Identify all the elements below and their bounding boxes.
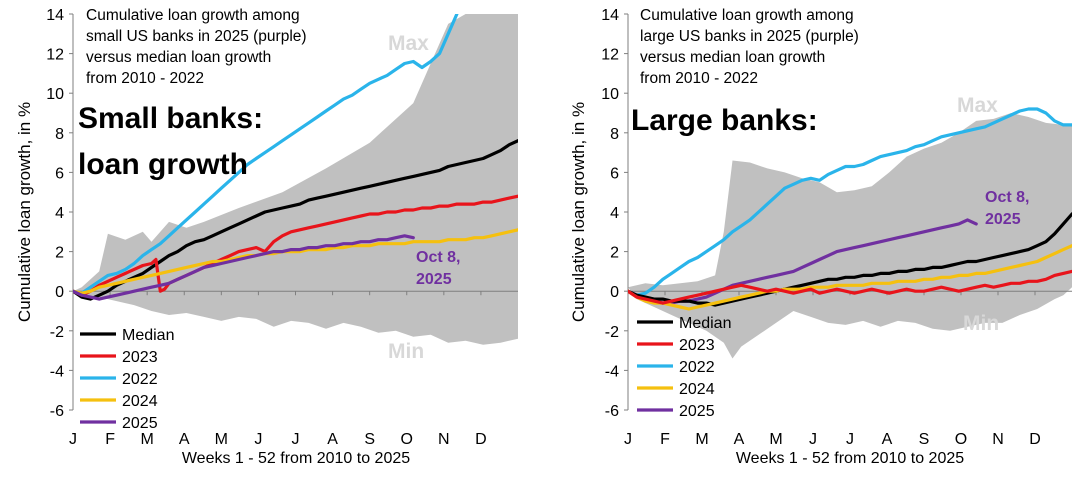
band-max-label: Max	[957, 94, 998, 117]
chart-title-line: from 2010 - 2022	[86, 70, 204, 87]
y-tick-label: 6	[610, 165, 619, 182]
series-line-2025	[73, 234, 415, 301]
x-month-label: M	[215, 431, 228, 448]
x-month-label: J	[624, 431, 632, 448]
y-tick-label: -2	[50, 324, 64, 341]
legend-label: 2025	[122, 415, 158, 432]
series-line-2024	[73, 228, 518, 295]
x-month-label: J	[254, 431, 262, 448]
x-month-label: J	[292, 431, 300, 448]
x-month-label: N	[992, 431, 1004, 448]
y-tick-label: 0	[610, 284, 619, 301]
oct8-annotation: 2025	[985, 211, 1021, 228]
x-month-label: O	[955, 431, 967, 448]
legend-label: 2025	[679, 403, 715, 420]
y-axis-label: Cumulative loan growth, in %	[15, 102, 34, 322]
x-month-label: D	[1029, 431, 1041, 448]
chart-title-line: Cumulative loan growth among	[640, 7, 854, 24]
chart-title-line: large US banks in 2025 (purple)	[640, 28, 859, 45]
x-month-label: F	[660, 431, 670, 448]
x-month-label: J	[809, 431, 817, 448]
y-tick-label: 4	[55, 205, 64, 222]
y-axis-label: Cumulative loan growth, in %	[569, 102, 588, 322]
x-month-label: A	[734, 431, 745, 448]
series-line-2022	[73, 14, 459, 295]
band-min-label: Min	[388, 340, 424, 363]
legend-label: 2023	[679, 337, 715, 354]
y-tick-label: 10	[46, 86, 64, 103]
series-line-median	[628, 212, 1072, 307]
x-axis-label: Weeks 1 - 52 from 2010 to 2025	[736, 450, 964, 467]
x-month-label: A	[327, 431, 338, 448]
y-tick-label: 8	[610, 126, 619, 143]
chart-headline: Small banks:	[78, 102, 263, 135]
y-tick-label: 10	[601, 86, 619, 103]
x-month-label: A	[179, 431, 190, 448]
series-line-2023	[73, 194, 518, 297]
chart-headline: loan growth	[78, 148, 248, 181]
x-month-label: M	[141, 431, 154, 448]
y-tick-label: 12	[46, 47, 64, 64]
band-max-label: Max	[388, 32, 429, 55]
x-month-label: S	[919, 431, 930, 448]
y-tick-label: -4	[50, 363, 64, 380]
y-tick-label: 14	[601, 7, 619, 24]
legend-label: 2023	[122, 349, 158, 366]
chart-title-line: versus median loan growth	[640, 49, 825, 66]
series-line-2022	[628, 107, 1072, 297]
chart-title-line: Cumulative loan growth among	[86, 7, 300, 24]
y-tick-label: 2	[610, 245, 619, 262]
y-tick-label: -4	[605, 363, 619, 380]
oct8-annotation: Oct 8,	[416, 249, 460, 266]
x-month-label: M	[769, 431, 782, 448]
x-month-label: D	[475, 431, 487, 448]
y-tick-label: 12	[601, 47, 619, 64]
y-tick-label: -6	[605, 403, 619, 420]
chart-large-banks: Max Min -6 -4 -2 0 2 4 6 8 10 12 14 J F M A M J J A S O N D Cumul…	[569, 7, 1072, 467]
y-tick-label: -6	[50, 403, 64, 420]
oct8-annotation: 2025	[416, 271, 452, 288]
legend-label: Median	[122, 327, 174, 344]
chart-title-line: versus median loan growth	[86, 49, 271, 66]
series-line-median	[73, 139, 518, 301]
y-tick-label: 0	[55, 284, 64, 301]
legend-label: 2022	[122, 371, 158, 388]
y-tick-label: -2	[605, 324, 619, 341]
legend-label: 2022	[679, 359, 715, 376]
chart-small-banks: Max Min -6 -4 -2 0 2 4 6 8 10 12 14 J F M A M J J A S O N D Cumul…	[15, 7, 518, 467]
legend-label: 2024	[679, 381, 715, 398]
oct8-annotation: Oct 8,	[985, 189, 1029, 206]
x-month-label: J	[69, 431, 77, 448]
x-month-label: A	[882, 431, 893, 448]
y-tick-label: 8	[55, 126, 64, 143]
x-month-label: O	[401, 431, 413, 448]
x-month-label: M	[695, 431, 708, 448]
legend-label: 2024	[122, 393, 158, 410]
band-min-label: Min	[963, 312, 999, 335]
y-tick-label: 14	[46, 7, 64, 24]
legend-label: Median	[679, 315, 731, 332]
y-tick-label: 4	[610, 205, 619, 222]
y-tick-label: 6	[55, 165, 64, 182]
series-line-2024	[628, 244, 1072, 311]
x-axis-label: Weeks 1 - 52 from 2010 to 2025	[182, 450, 410, 467]
min-max-band	[73, 14, 518, 345]
x-month-label: N	[438, 431, 450, 448]
series-line-2023	[628, 269, 1072, 305]
chart-title-line: small US banks in 2025 (purple)	[86, 28, 307, 45]
x-month-label: S	[364, 431, 375, 448]
chart-title-line: from 2010 - 2022	[640, 70, 758, 87]
x-month-label: F	[105, 431, 115, 448]
y-tick-label: 2	[55, 245, 64, 262]
chart-headline: Large banks:	[631, 104, 818, 137]
x-month-label: J	[846, 431, 854, 448]
